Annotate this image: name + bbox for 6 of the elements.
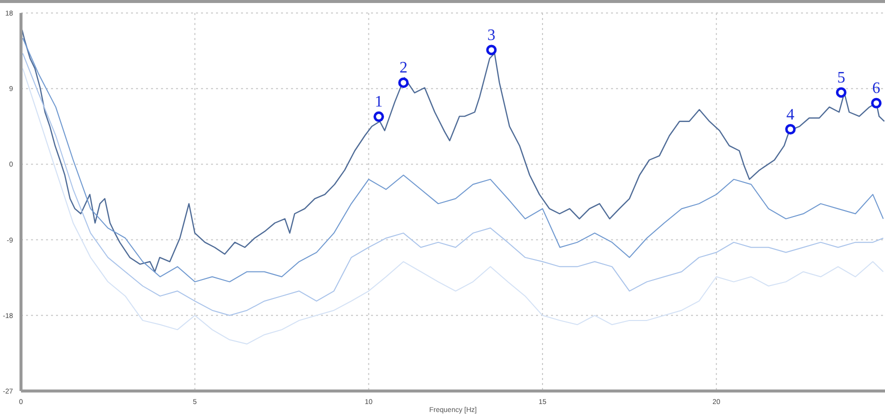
annotation: 4 [786, 106, 794, 124]
annotation: 6 [872, 80, 880, 98]
annotation: 2 [399, 60, 408, 77]
annotation: 5 [837, 69, 846, 86]
annotation: 3 [487, 26, 496, 44]
annotation: 1 [374, 94, 383, 111]
